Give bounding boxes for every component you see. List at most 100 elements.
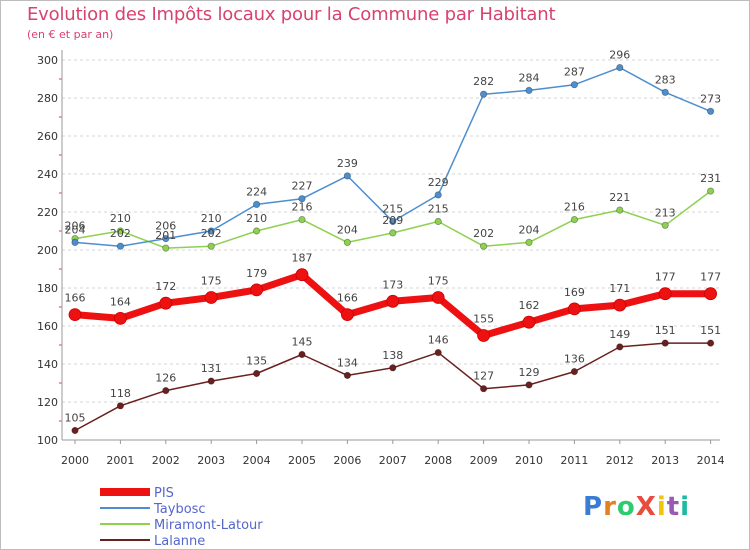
y-tick-label: 100 (37, 434, 58, 447)
data-label: 216 (564, 201, 585, 214)
data-point (706, 339, 715, 347)
data-label: 136 (564, 353, 585, 366)
chart-title: Evolution des Impôts locaux pour la Comm… (27, 4, 556, 25)
data-label: 135 (246, 355, 267, 368)
data-label: 177 (700, 271, 721, 284)
data-point (525, 238, 533, 246)
data-point (298, 350, 306, 359)
data-point (298, 216, 306, 224)
data-point (162, 235, 170, 243)
data-point (661, 88, 669, 96)
data-point (204, 291, 218, 304)
data-label: 118 (110, 387, 131, 400)
data-label: 227 (292, 180, 313, 193)
data-point (298, 195, 306, 203)
data-label: 151 (700, 324, 721, 337)
data-point (616, 343, 624, 351)
x-tick-label: 2004 (243, 454, 271, 467)
y-tick-label: 300 (37, 54, 58, 67)
legend-label: PIS (154, 486, 174, 501)
data-point (479, 385, 488, 393)
data-label: 239 (337, 157, 358, 170)
data-point (68, 308, 82, 322)
x-tick-label: 2012 (606, 454, 634, 467)
data-label: 129 (519, 366, 540, 379)
data-point (340, 308, 354, 322)
data-point (343, 172, 351, 180)
data-label: 151 (655, 324, 676, 337)
data-point (253, 227, 261, 235)
data-label: 175 (428, 275, 449, 288)
data-label: 179 (246, 267, 267, 280)
data-point (661, 221, 669, 229)
data-label: 145 (292, 336, 313, 349)
x-tick-label: 2014 (697, 454, 725, 467)
data-point (477, 329, 491, 342)
data-label: 213 (655, 206, 676, 219)
y-tick-label: 140 (37, 358, 58, 371)
data-point (479, 242, 488, 250)
chart-subtitle: (en € et par an) (27, 28, 114, 41)
data-label: 224 (246, 185, 267, 198)
data-point (522, 315, 536, 329)
data-label: 216 (292, 201, 313, 214)
data-point (568, 302, 581, 316)
data-label: 204 (337, 223, 358, 236)
x-tick-label: 2009 (470, 454, 498, 467)
data-label: 126 (155, 372, 176, 385)
data-label: 166 (337, 292, 358, 305)
data-point (159, 296, 173, 310)
data-point (389, 217, 397, 226)
data-label: 202 (201, 227, 222, 240)
data-label: 282 (473, 75, 494, 88)
data-point (207, 242, 215, 250)
data-point (704, 287, 717, 301)
data-label: 172 (155, 280, 176, 293)
data-label: 202 (473, 227, 494, 240)
data-label: 169 (564, 286, 585, 299)
data-label: 204 (519, 223, 540, 236)
y-tick-label: 180 (37, 282, 58, 295)
x-tick-label: 2008 (424, 454, 452, 467)
data-point (479, 90, 488, 98)
data-point (525, 381, 533, 389)
data-point (343, 238, 351, 246)
data-point (613, 298, 627, 312)
data-label: 215 (382, 203, 403, 216)
data-label: 206 (155, 220, 176, 233)
data-label: 166 (65, 292, 86, 305)
data-label: 204 (65, 223, 86, 236)
x-tick-label: 2013 (651, 454, 679, 467)
x-tick-label: 2005 (288, 454, 316, 467)
data-point (295, 268, 309, 282)
y-tick-label: 240 (37, 168, 58, 181)
data-point (71, 238, 79, 246)
data-label: 283 (655, 73, 676, 86)
data-label: 127 (473, 370, 494, 383)
data-label: 175 (201, 275, 222, 288)
data-label: 284 (519, 71, 540, 84)
data-label: 105 (65, 412, 86, 425)
data-label: 229 (428, 176, 449, 189)
data-label: 164 (110, 295, 131, 308)
data-label: 177 (655, 271, 676, 284)
data-point (570, 367, 579, 376)
y-tick-label: 260 (37, 130, 58, 143)
data-label: 273 (700, 92, 721, 105)
data-label: 187 (292, 252, 313, 265)
data-label: 149 (609, 328, 630, 341)
data-label: 231 (700, 172, 721, 185)
data-point (343, 371, 351, 379)
data-label: 210 (110, 212, 131, 225)
data-point (434, 217, 442, 226)
data-label: 173 (382, 278, 403, 291)
proxiti-logo: ProXiti (583, 492, 691, 522)
data-point (570, 216, 579, 224)
x-tick-label: 2011 (560, 454, 588, 467)
data-point (431, 291, 445, 304)
data-point (114, 311, 127, 325)
data-label: 201 (155, 229, 176, 242)
data-label: 296 (609, 49, 630, 62)
data-label: 155 (473, 313, 494, 326)
data-label: 134 (337, 356, 358, 369)
